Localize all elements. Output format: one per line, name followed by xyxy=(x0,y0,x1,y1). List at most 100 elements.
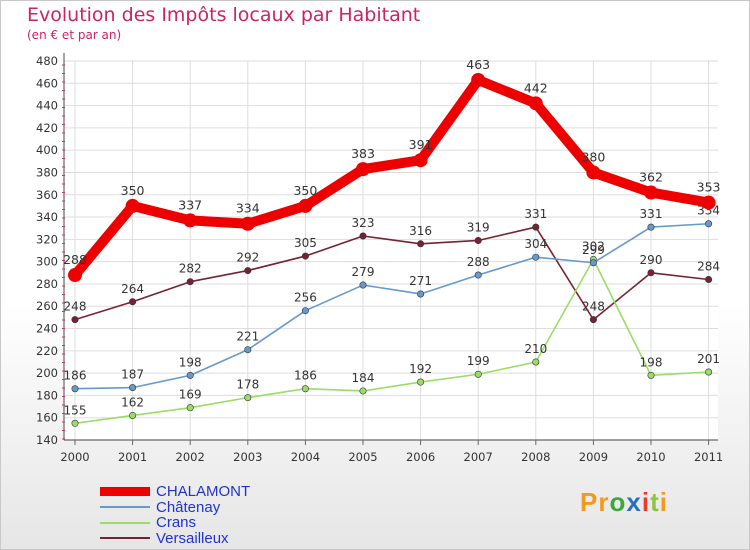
x-tick-label: 2003 xyxy=(233,450,262,464)
data-label: 248 xyxy=(582,300,605,314)
data-point xyxy=(528,96,543,111)
data-point xyxy=(301,307,309,315)
data-label: 192 xyxy=(409,362,432,376)
data-label: 323 xyxy=(352,216,375,230)
x-tick-label: 2002 xyxy=(176,450,205,464)
y-tick-label: 480 xyxy=(36,54,58,68)
data-point xyxy=(586,165,601,180)
data-label: 186 xyxy=(64,369,87,383)
plot-area xyxy=(64,61,718,440)
y-tick-label: 240 xyxy=(36,322,58,336)
chart-title: Evolution des Impôts locaux par Habitant xyxy=(27,4,421,26)
y-tick-label: 420 xyxy=(36,121,58,135)
y-tick-label: 140 xyxy=(36,433,58,447)
data-label: 155 xyxy=(64,403,87,417)
x-tick-label: 2004 xyxy=(291,450,320,464)
x-tick-label: 2001 xyxy=(118,450,147,464)
data-label: 316 xyxy=(409,224,432,238)
data-point xyxy=(532,223,540,231)
y-tick-label: 440 xyxy=(36,99,58,113)
brand-letter: t xyxy=(650,487,660,517)
brand-letter: x xyxy=(626,487,642,517)
brand-letter: Pr xyxy=(580,487,610,517)
data-point xyxy=(701,195,716,210)
series-line-crans xyxy=(74,258,710,425)
data-point xyxy=(240,216,255,231)
legend-item: Versailleux xyxy=(100,529,250,547)
data-label: 198 xyxy=(640,355,663,369)
data-label: 362 xyxy=(639,170,663,185)
data-point xyxy=(301,252,309,260)
legend-label: Crans xyxy=(156,514,197,532)
data-point xyxy=(705,368,713,376)
y-tick-label: 320 xyxy=(36,232,58,246)
y-tick-label: 380 xyxy=(36,165,58,179)
y-tick-label: 160 xyxy=(36,411,58,425)
data-label: 279 xyxy=(352,265,375,279)
data-label: 380 xyxy=(581,149,605,164)
data-label: 186 xyxy=(294,369,317,383)
data-point xyxy=(125,198,140,213)
brand-letter: i xyxy=(641,487,651,517)
data-label: 334 xyxy=(236,201,260,216)
x-tick-label: 2009 xyxy=(579,450,608,464)
data-label: 187 xyxy=(121,368,144,382)
data-point xyxy=(705,220,713,228)
x-tick-label: 2010 xyxy=(636,450,665,464)
data-point xyxy=(68,268,82,283)
data-label: 463 xyxy=(466,57,490,72)
y-tick-label: 360 xyxy=(36,188,58,202)
series-line-châtenay xyxy=(74,222,710,390)
data-point xyxy=(129,411,137,419)
data-label: 282 xyxy=(179,262,202,276)
data-label: 319 xyxy=(467,220,490,234)
data-point xyxy=(129,298,137,306)
legend-label: Versailleux xyxy=(156,529,229,547)
data-point xyxy=(71,419,79,427)
y-tick-label: 200 xyxy=(36,366,58,380)
data-label: 199 xyxy=(467,354,490,368)
legend-swatch xyxy=(100,506,150,509)
data-point xyxy=(186,371,194,379)
series-line-chalamont xyxy=(70,74,714,281)
brand-letter: o xyxy=(609,487,627,517)
data-point xyxy=(647,269,655,277)
data-point xyxy=(474,271,482,279)
legend-item: Crans xyxy=(100,514,250,532)
data-point xyxy=(359,281,367,289)
y-tick-label: 180 xyxy=(36,388,58,402)
data-point xyxy=(244,267,252,275)
data-label: 350 xyxy=(121,183,145,198)
legend-item: CHALAMONT xyxy=(100,483,250,500)
chart-subtitle: (en € et par an) xyxy=(27,28,122,42)
data-label: 334 xyxy=(697,204,720,218)
data-point xyxy=(71,316,79,324)
y-tick-label: 280 xyxy=(36,277,58,291)
data-label: 248 xyxy=(64,300,87,314)
data-point xyxy=(647,371,655,379)
x-tick-label: 2007 xyxy=(464,450,493,464)
data-label: 184 xyxy=(352,371,375,385)
data-point xyxy=(647,223,655,231)
data-label: 304 xyxy=(524,237,547,251)
data-label: 271 xyxy=(409,274,432,288)
data-label: 290 xyxy=(640,253,663,267)
x-tick-label: 2006 xyxy=(406,450,435,464)
data-label: 288 xyxy=(467,255,490,269)
data-label: 350 xyxy=(293,183,317,198)
legend-swatch xyxy=(100,537,150,540)
data-point xyxy=(183,213,198,228)
data-label: 302 xyxy=(582,239,605,253)
y-tick-label: 300 xyxy=(36,255,58,269)
x-tick-label: 2011 xyxy=(694,450,723,464)
data-point xyxy=(532,253,540,261)
data-point xyxy=(71,385,79,393)
data-label: 256 xyxy=(294,291,317,305)
data-point xyxy=(186,404,194,412)
data-point xyxy=(413,153,428,168)
brand-logo: Proxiti xyxy=(580,487,668,518)
legend-swatch xyxy=(100,487,150,497)
data-label: 383 xyxy=(351,146,375,161)
data-point xyxy=(298,198,313,213)
